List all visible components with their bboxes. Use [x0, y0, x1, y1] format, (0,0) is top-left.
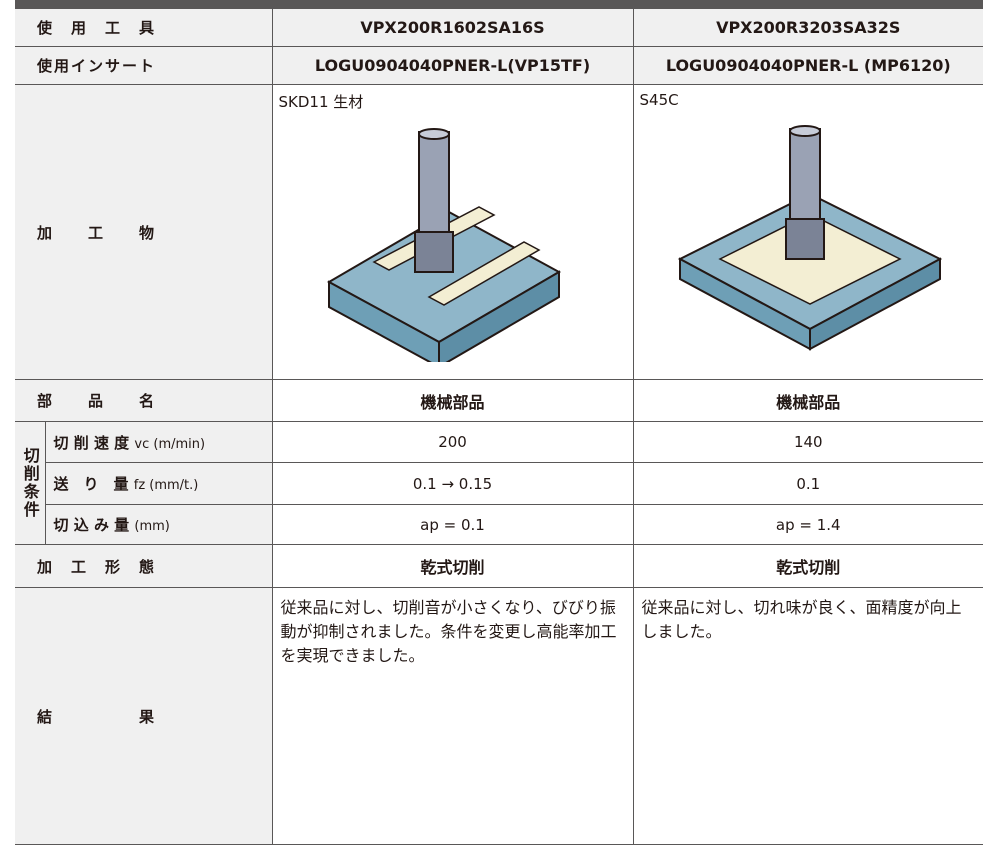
row-label: 部 品 名 [15, 379, 273, 422]
table: 使 用 工 具 VPX200R1602SA16S VPX200R3203SA32… [15, 8, 983, 845]
row-label: 使用インサート [15, 46, 273, 85]
condition-label: 切 削 速 度 vc (m/min) [44, 421, 273, 463]
workpiece-caption: SKD11 生材 [278, 93, 364, 111]
condition-value: ap = 0.1 [271, 504, 634, 545]
insert-name: LOGU0904040PNER-L(VP15TF) [271, 46, 634, 85]
part-name: 機械部品 [271, 379, 634, 422]
condition-name: 送 り 量 [53, 475, 129, 493]
workpiece-caption: S45C [639, 91, 679, 109]
insert-name: LOGU0904040PNER-L (MP6120) [632, 46, 983, 85]
method-value: 乾式切削 [632, 544, 983, 588]
row-label: 加 工 形 態 [15, 544, 273, 588]
tool-name: VPX200R1602SA16S [271, 8, 634, 47]
condition-value: 140 [632, 421, 983, 463]
result-text: 従来品に対し、切れ味が良く、面精度が向上しました。 [632, 587, 983, 845]
condition-value: 200 [271, 421, 634, 463]
condition-value: 0.1 → 0.15 [271, 462, 634, 505]
workpiece-illustration [326, 128, 561, 369]
condition-unit: fz (mm/t.) [133, 478, 199, 493]
spec-table: 使 用 工 具 VPX200R1602SA16S VPX200R3203SA32… [15, 0, 983, 845]
row-label: 使 用 工 具 [15, 8, 273, 47]
row-label: 加 工 物 [15, 84, 273, 380]
group-label: 切削条件 [15, 421, 46, 545]
condition-unit: (mm) [134, 519, 170, 534]
workpiece-cell: SKD11 生材 [271, 84, 634, 380]
method-value: 乾式切削 [271, 544, 634, 588]
top-bar [15, 0, 983, 8]
condition-value: 0.1 [632, 462, 983, 505]
part-name: 機械部品 [632, 379, 983, 422]
result-text: 従来品に対し、切削音が小さくなり、びびり振動が抑制されました。条件を変更し高能率… [271, 587, 634, 845]
condition-name: 切 込 み 量 [53, 516, 130, 534]
condition-label: 切 込 み 量 (mm) [45, 504, 273, 545]
row-label: 結 果 [15, 587, 273, 845]
workpiece-cell: S45C [632, 84, 983, 380]
condition-name: 切 削 速 度 [53, 433, 130, 452]
condition-label: 送 り 量 fz (mm/t.) [45, 462, 273, 505]
condition-unit: vc (m/min) [134, 436, 206, 452]
tool-name: VPX200R3203SA32S [632, 8, 983, 47]
workpiece-illustration [677, 125, 942, 351]
condition-value: ap = 1.4 [632, 504, 983, 545]
